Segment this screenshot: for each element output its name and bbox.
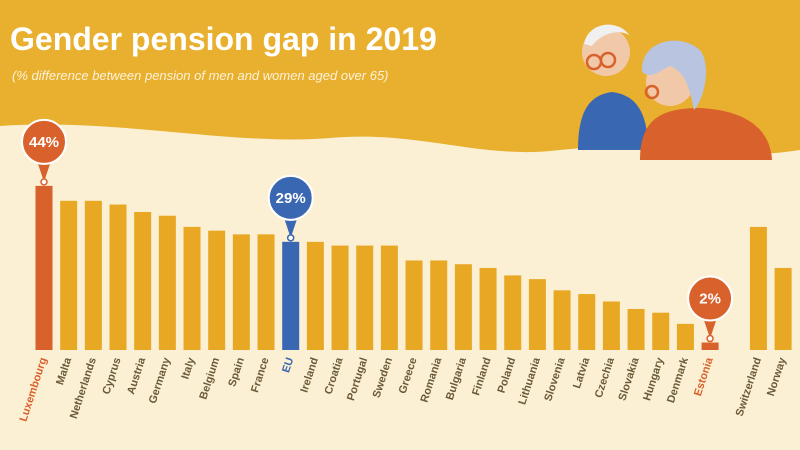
bar [306,241,324,350]
x-tick-label: EU [280,356,296,374]
callout-dot [286,234,295,242]
bar [183,226,201,350]
bar [405,260,423,350]
bar [774,267,792,350]
bar [282,241,300,350]
callout-dot [40,178,48,186]
bar [158,215,176,350]
bar [528,279,546,350]
value-label: 2% [699,291,721,308]
bar [578,294,596,350]
bar [380,245,398,350]
bar [134,211,152,350]
bar [60,200,78,350]
bar [208,230,226,350]
bar [232,234,250,350]
bar [430,260,448,350]
callout-dot [706,334,714,343]
bar [553,290,571,350]
bar [701,342,719,350]
bar [454,264,472,350]
callout-bubble [267,174,314,221]
value-label: 29% [276,190,306,207]
bar [479,267,497,350]
bar [35,185,53,350]
value-label: 44% [29,134,59,151]
callout-bubble [21,118,67,165]
bar [652,312,670,350]
bar [84,200,102,350]
bar [676,323,694,350]
bar [749,226,767,350]
bar [331,245,349,350]
bar [356,245,374,350]
bar [627,308,645,350]
bar [504,275,522,350]
bar [602,301,620,350]
chart-title: Gender pension gap in 2019 [10,21,437,57]
bar [257,234,275,350]
callout-bubble [687,275,734,322]
illustration [578,24,772,160]
chart-subtitle: (% difference between pension of men and… [12,68,389,83]
bar [109,204,127,350]
